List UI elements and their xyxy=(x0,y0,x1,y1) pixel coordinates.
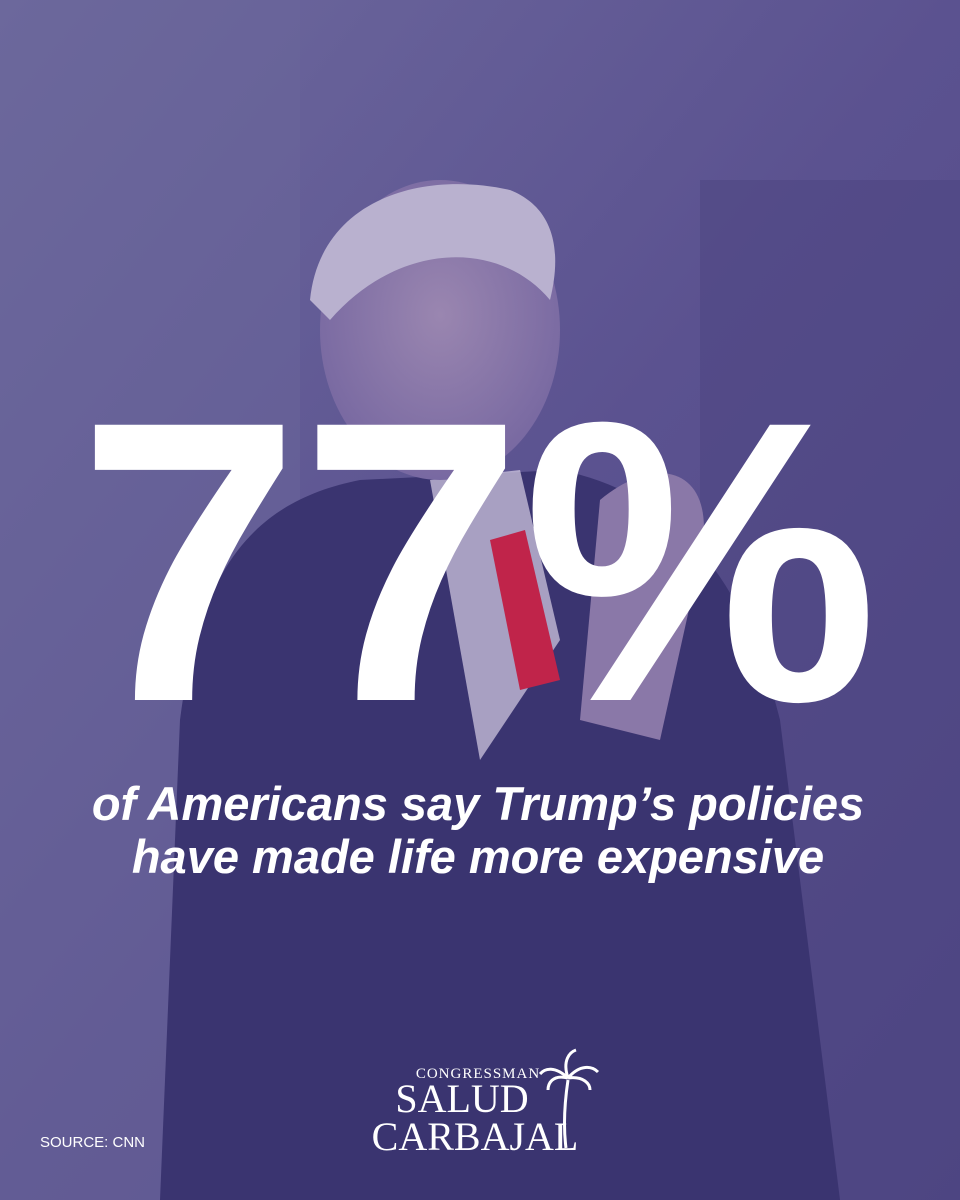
source: SOURCE: CNN xyxy=(40,1134,145,1151)
logo-first-name: SALUD xyxy=(395,1076,528,1121)
tie xyxy=(490,530,560,690)
caption-line: have made life more expensive xyxy=(132,830,824,883)
hair xyxy=(310,184,556,320)
logo-title: CONGRESSMAN xyxy=(416,1066,540,1082)
logo-last-name: CARBAJAL xyxy=(372,1114,579,1159)
caption-line: of Americans say Trump’s policies xyxy=(92,777,864,830)
logo-palm-trunk xyxy=(563,1079,570,1149)
hands xyxy=(580,473,704,740)
headline: 77% xyxy=(78,338,879,785)
logo-palm-leaves xyxy=(538,1048,600,1091)
